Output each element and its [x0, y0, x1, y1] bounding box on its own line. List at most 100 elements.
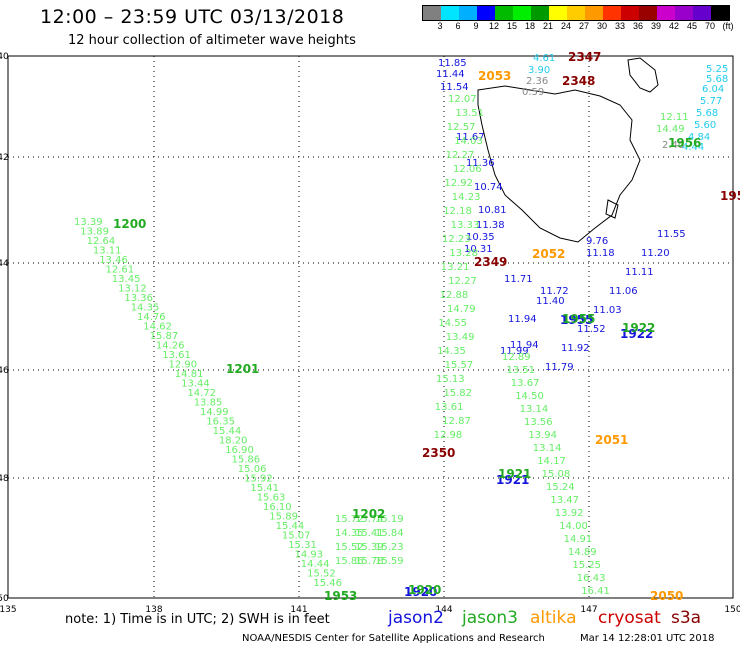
pass-time-label: 1956 [668, 136, 701, 150]
swh-value: 10.74 [474, 182, 503, 193]
swh-value: 13.44 [181, 379, 210, 390]
swh-value: 14.49 [656, 124, 685, 135]
pass-time-label: 2348 [562, 74, 595, 88]
swh-value: 10.35 [466, 232, 495, 243]
swh-value: 15.57 [445, 360, 474, 371]
swh-value: 14.93 [295, 550, 324, 561]
pass-time-label: 1200 [113, 217, 146, 231]
swh-value: 15.19 [375, 514, 404, 525]
swh-value: 11.40 [536, 296, 565, 307]
page-subtitle: 12 hour collection of altimeter wave hei… [68, 33, 356, 48]
swh-value: 5.25 [706, 64, 728, 75]
color-swatch [441, 6, 459, 20]
swh-value: 14.91 [564, 534, 593, 545]
swh-value: 13.12 [118, 284, 147, 295]
color-swatch [477, 6, 495, 20]
color-swatch [639, 6, 657, 20]
swh-value: 11.67 [456, 132, 485, 143]
lon-label: 135 [0, 605, 17, 615]
swh-value: 13.92 [555, 508, 584, 519]
pass-time-label: 1922 [622, 321, 655, 335]
pass-time-label: 2350 [422, 446, 455, 460]
color-swatch [603, 6, 621, 20]
swh-value: 13.47 [550, 495, 579, 506]
swh-value: 13.14 [520, 404, 549, 415]
swh-value: 15.44 [213, 426, 242, 437]
swh-value: 11.85 [438, 58, 467, 69]
swh-value: 11.11 [625, 267, 654, 278]
swh-value: 11.20 [641, 248, 670, 259]
swh-value: 15.25 [572, 560, 601, 571]
footer-date: Mar 14 12:28:01 UTC 2018 [580, 633, 715, 644]
swh-value: 16.10 [263, 502, 292, 513]
swh-value: 16.43 [577, 573, 606, 584]
color-scale-label: 24 [560, 21, 572, 31]
color-swatch [495, 6, 513, 20]
color-scale-label: 15 [506, 21, 518, 31]
swh-value: 13.85 [194, 398, 223, 409]
swh-value: 14.23 [452, 192, 481, 203]
color-swatch [549, 6, 567, 20]
swh-value: 15.72 [335, 514, 364, 525]
footer-credit: NOAA/NESDIS Center for Satellite Applica… [242, 633, 545, 644]
color-scale-label: 18 [524, 21, 536, 31]
legend-s3a: s3a [671, 608, 702, 628]
pass-time-label: 2051 [595, 433, 628, 447]
swh-value: 13.61 [435, 402, 464, 413]
swh-value: 14.72 [187, 388, 216, 399]
color-scale-label: 6 [455, 21, 461, 31]
color-swatch [693, 6, 711, 20]
swh-value: 15.63 [257, 493, 286, 504]
swh-value: 11.94 [508, 314, 537, 325]
swh-value: 0.59 [522, 87, 544, 98]
lat-label: -42 [0, 153, 9, 163]
swh-value: 15.07 [282, 531, 311, 542]
swh-value: 14.35 [335, 528, 364, 539]
swh-value: 15.46 [313, 578, 342, 589]
color-scale-label: 36 [632, 21, 644, 31]
swh-value: 11.06 [609, 286, 638, 297]
color-scale-label: 45 [686, 21, 698, 31]
swh-value: 16.90 [225, 445, 254, 456]
swh-value: 15.89 [269, 512, 298, 523]
swh-value: 15.41 [250, 483, 279, 494]
pass-time-label: 1955 [560, 313, 593, 327]
swh-value: 14.00 [559, 521, 588, 532]
page-title: 12:00 – 23:59 UTC 03/13/2018 [40, 6, 345, 28]
swh-value: 14.03 [454, 136, 483, 147]
swh-value: 13.36 [124, 293, 153, 304]
swh-value: 9.76 [586, 236, 608, 247]
swh-value: 15.87 [150, 331, 179, 342]
swh-value: 14.55 [438, 318, 467, 329]
swh-value: 15.41 [355, 528, 384, 539]
swh-value: 13.56 [524, 417, 553, 428]
color-swatch [585, 6, 603, 20]
swh-value: 3.90 [528, 65, 550, 76]
pass-time-label: 2050 [650, 589, 683, 603]
swh-value: 12.92 [444, 178, 473, 189]
swh-value: 11.79 [545, 362, 574, 373]
swh-value: 11.36 [466, 158, 495, 169]
swh-value: 13.51 [455, 108, 484, 119]
pass-time-label: 1202 [352, 507, 385, 521]
lon-label: 147 [580, 605, 597, 615]
swh-value: 15.78 [355, 556, 384, 567]
swh-value: 18.20 [219, 436, 248, 447]
swh-value: 12.06 [453, 164, 482, 175]
swh-value: 11.44 [436, 69, 465, 80]
swh-value: 11.71 [504, 274, 533, 285]
swh-value: 12.64 [87, 236, 116, 247]
color-swatch [513, 6, 531, 20]
swh-value: 13.14 [533, 443, 562, 454]
swh-value: 11.99 [500, 346, 529, 357]
swh-value: 15.23 [375, 542, 404, 553]
color-scale-label: 39 [650, 21, 662, 31]
swh-value: 15.44 [276, 521, 305, 532]
swh-value: 6.04 [702, 84, 724, 95]
swh-value: 2.36 [526, 76, 548, 87]
swh-value: 4.44 [682, 142, 704, 153]
swh-value: 11.54 [440, 82, 469, 93]
swh-value: 13.39 [74, 217, 103, 228]
lat-label: -44 [0, 259, 9, 269]
